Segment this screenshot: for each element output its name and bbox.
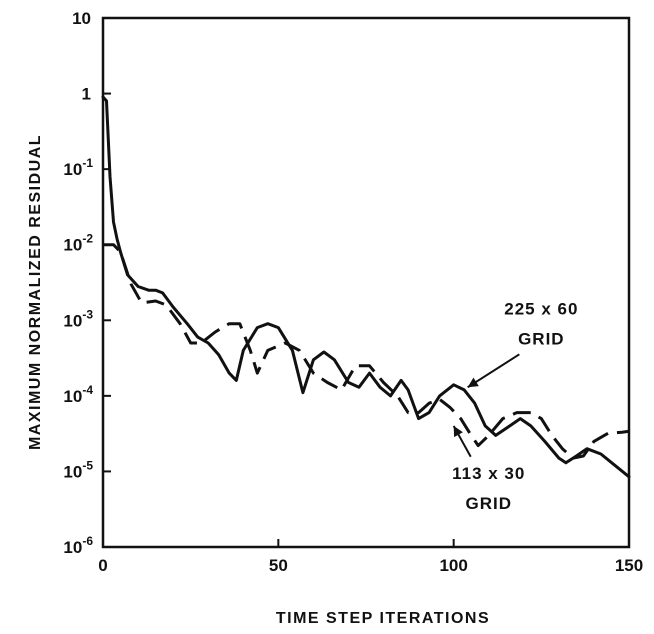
annotation-layer: 225 x 60 GRID 113 x 30 GRID xyxy=(452,299,578,513)
y-axis-ticks: 10 1 10-1 10-2 10-3 10-4 10-5 10-6 xyxy=(63,9,111,557)
x-tick-label: 0 xyxy=(98,556,107,575)
y-tick-label: 10-5 xyxy=(63,458,93,481)
plot-area xyxy=(101,16,631,549)
series-layer xyxy=(101,95,631,479)
x-tick-label: 50 xyxy=(269,556,288,575)
x-tick-label: 100 xyxy=(439,556,467,575)
y-tick-label: 10-3 xyxy=(63,307,93,330)
y-tick-label: 1 xyxy=(82,85,91,104)
series-line-225x60 xyxy=(101,95,631,479)
annotation-label: 225 x 60 GRID xyxy=(504,299,578,348)
x-axis-title: TIME STEP ITERATIONS xyxy=(276,610,490,627)
annotation-label: 113 x 30 GRID xyxy=(452,464,525,513)
plot-frame xyxy=(101,16,631,549)
y-tick-label: 10-4 xyxy=(63,383,93,406)
arrow-head-icon xyxy=(467,377,479,388)
y-tick-label: 10-2 xyxy=(63,232,93,255)
series-line-113x30 xyxy=(103,243,630,460)
annotation-arrow xyxy=(467,353,520,389)
arrow-head-icon xyxy=(453,425,463,438)
x-tick-label: 150 xyxy=(615,556,643,575)
y-tick-label: 10-1 xyxy=(63,156,93,179)
x-axis-ticks: 0 50 100 150 xyxy=(98,539,643,575)
y-axis-title: MAXIMUM NORMALIZED RESIDUAL xyxy=(27,134,44,450)
y-tick-label: 10 xyxy=(72,9,91,28)
y-tick-label: 10-6 xyxy=(63,534,93,557)
